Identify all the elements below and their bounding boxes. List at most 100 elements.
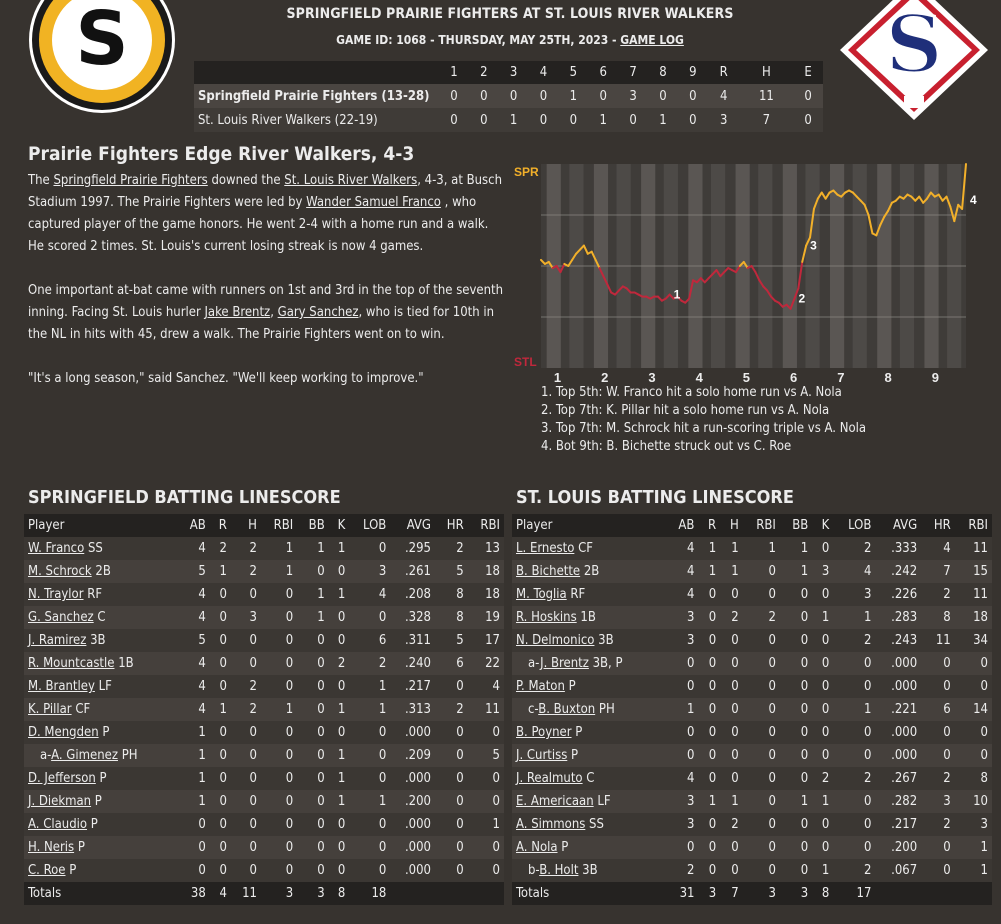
springfield-team-link[interactable]: Springfield Prairie Fighters — [53, 173, 208, 188]
batting-stat-cell: 0 — [720, 721, 743, 744]
batting-stat-cell: 0 — [833, 790, 876, 813]
player-link[interactable]: C. Roe — [28, 863, 66, 878]
batting-stat-cell: 0 — [742, 744, 780, 767]
key-events-list: 1. Top 5th: W. Franco hit a solo home ru… — [541, 384, 866, 456]
player-link[interactable]: K. Pillar — [28, 702, 72, 717]
game-log-link[interactable]: GAME LOG — [620, 33, 684, 47]
batting-stat-cell: 2 — [209, 537, 231, 560]
batting-stat-cell: 5 — [435, 629, 468, 652]
batting-stat-cell: 0 — [178, 836, 210, 859]
batting-stat-cell: 0 — [467, 836, 504, 859]
batting-stat-cell: 0 — [297, 836, 329, 859]
player-link[interactable]: J. Brentz — [540, 656, 589, 671]
wander-franco-link[interactable]: Wander Samuel Franco — [306, 195, 441, 210]
batting-col-header: RBI — [260, 514, 298, 537]
player-link[interactable]: B. Poyner — [516, 725, 572, 740]
batting-stat-cell: 18 — [467, 560, 504, 583]
batting-stat-cell: 4 — [178, 583, 210, 606]
player-link[interactable]: A. Gimenez — [51, 748, 118, 763]
batting-stat-cell: 0 — [812, 629, 834, 652]
sub-prefix: a- — [40, 748, 52, 763]
batting-stat-cell: 2 — [435, 698, 468, 721]
player-link[interactable]: B. Bichette — [516, 564, 581, 579]
batting-stat-cell: .242 — [875, 560, 922, 583]
player-link[interactable]: N. Delmonico — [516, 633, 595, 648]
gary-sanchez-link[interactable]: Gary Sanchez — [277, 305, 359, 320]
player-link[interactable]: D. Mengden — [28, 725, 99, 740]
win-prob-segment — [582, 244, 589, 255]
batting-stat-cell: 0 — [720, 629, 743, 652]
game-subtitle: GAME ID: 1068 - THURSDAY, MAY 25TH, 2023… — [190, 33, 830, 47]
batting-stat-cell: 1 — [260, 698, 298, 721]
player-link[interactable]: A. Nola — [516, 840, 558, 855]
player-link[interactable]: H. Neris — [28, 840, 75, 855]
player-link[interactable]: E. Americaan — [516, 794, 594, 809]
batting-row: C. Roe P 0 0 0 0 0 0 0.000 0 0 — [24, 859, 504, 882]
batting-stat-cell: 1 — [349, 698, 391, 721]
player-link[interactable]: J. Realmuto — [516, 771, 583, 786]
player-link[interactable]: M. Brantley — [28, 679, 95, 694]
batting-stat-cell: .067 — [875, 859, 922, 882]
batting-player-cell: a-J. Brentz 3B, P — [512, 652, 667, 675]
player-link[interactable]: B. Buxton — [538, 702, 596, 717]
win-prob-segment — [801, 244, 808, 263]
totals-stat-cell: 7 — [720, 882, 743, 905]
st-louis-team-link[interactable]: St. Louis River Walkers — [284, 173, 418, 188]
batting-stat-cell: 0 — [812, 836, 834, 859]
player-link[interactable]: J. Ramirez — [28, 633, 87, 648]
player-link[interactable]: N. Traylor — [28, 587, 84, 602]
player-link[interactable]: R. Mountcastle — [28, 656, 115, 671]
linescore-col-header: 5 — [558, 61, 589, 84]
player-link[interactable]: P. Maton — [516, 679, 565, 694]
batting-stat-cell: 0 — [349, 767, 391, 790]
player-link[interactable]: B. Holt — [539, 863, 579, 878]
totals-stat-cell — [467, 882, 504, 905]
batting-stat-cell: 0 — [260, 790, 298, 813]
batting-stat-cell: .000 — [875, 652, 922, 675]
batting-stat-cell: 1 — [720, 790, 743, 813]
batting-stat-cell: 0 — [720, 836, 743, 859]
player-link[interactable]: A. Simmons — [516, 817, 586, 832]
player-link[interactable]: W. Franco — [28, 541, 85, 556]
batting-stat-cell: 15 — [954, 560, 992, 583]
batting-stat-cell: 1 — [698, 560, 721, 583]
player-link[interactable]: A. Claudio — [28, 817, 88, 832]
batting-stat-cell: 13 — [467, 537, 504, 560]
batting-stat-cell: 0 — [666, 675, 699, 698]
player-position: 3B — [598, 633, 614, 648]
batting-stat-cell: 0 — [297, 767, 329, 790]
player-position: CF — [75, 702, 91, 717]
batting-col-header: RBI — [742, 514, 780, 537]
player-position: P — [568, 679, 576, 694]
batting-stat-cell: 2 — [230, 537, 261, 560]
player-link[interactable]: J. Curtiss — [516, 748, 568, 763]
batting-row: A. Simmons SS 3 0 2 0 0 0 0.217 2 3 — [512, 813, 992, 836]
linescore-cell: 0 — [558, 108, 589, 132]
batting-stat-cell: 11 — [921, 629, 955, 652]
player-link[interactable]: M. Schrock — [28, 564, 92, 579]
player-link[interactable]: D. Jefferson — [28, 771, 96, 786]
jake-brentz-link[interactable]: Jake Brentz — [204, 305, 271, 320]
batting-stat-cell: 2 — [328, 652, 350, 675]
batting-stat-cell: 0 — [921, 836, 955, 859]
st-louis-logo-letter: S — [885, 0, 943, 91]
batting-stat-cell: 0 — [260, 767, 298, 790]
batting-stat-cell: 1 — [328, 790, 350, 813]
player-link[interactable]: R. Hoskins — [516, 610, 577, 625]
linescore-col-header: H — [739, 61, 794, 84]
batting-stat-cell: 0 — [435, 836, 468, 859]
player-position: P — [102, 725, 110, 740]
batting-stat-cell: .209 — [390, 744, 435, 767]
linescore-cell: 0 — [439, 84, 469, 108]
player-position: 3B, P — [592, 656, 623, 671]
player-link[interactable]: M. Toglia — [516, 587, 567, 602]
win-prob-segment — [816, 191, 823, 200]
key-event: 2. Top 7th: K. Pillar hit a solo home ru… — [541, 403, 830, 418]
totals-stat-cell — [954, 882, 992, 905]
player-link[interactable]: L. Ernesto — [516, 541, 575, 556]
player-link[interactable]: J. Diekman — [28, 794, 92, 809]
win-prob-segment — [867, 214, 874, 235]
player-link[interactable]: G. Sanchez — [28, 610, 94, 625]
